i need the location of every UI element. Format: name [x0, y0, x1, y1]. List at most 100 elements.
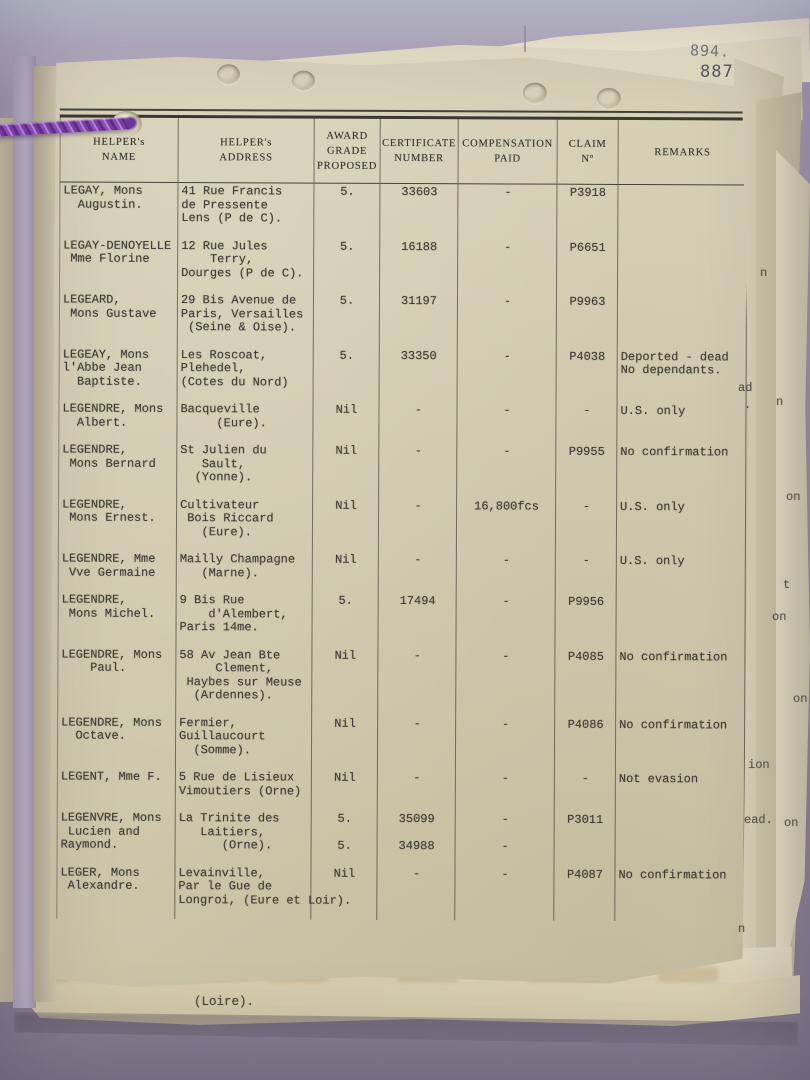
table-cell-name: LEGENDRE, Mons Michel.	[57, 592, 176, 647]
table-cell-claim: -	[556, 403, 617, 444]
table-cell-claim: P9956	[555, 594, 616, 649]
table-cell-address: Les Roscoat, Plehedel, (Cotes du Nord)	[178, 347, 314, 402]
table-cell-compensation: -	[457, 402, 556, 443]
table-cell-claim: -	[556, 498, 617, 553]
edge-text-fragment: on	[772, 610, 787, 624]
table-cell-address: Fermier, Guillaucourt (Somme).	[176, 715, 312, 770]
table-cell-award: Nil	[312, 647, 378, 715]
table-cell-remarks: No confirmation	[616, 648, 745, 717]
edge-text-fragment: n	[760, 266, 768, 280]
table-cell-remarks	[616, 594, 745, 649]
header-cell-certificate: CERTIFICATE NUMBER	[380, 119, 458, 184]
table-cell-compensation: -	[455, 866, 554, 921]
under-page-left-2	[34, 66, 56, 1002]
table-cell-award: Nil	[312, 770, 378, 811]
header-cell-claim: CLAIM Nº	[557, 120, 618, 185]
helpers-table: HELPER's NAME HELPER's ADDRESS AWARD GRADE…	[56, 109, 748, 922]
table-cell-claim: P9955	[556, 444, 617, 499]
table-cell-award: Nil	[312, 715, 378, 770]
table-cell-claim: P3011	[555, 812, 616, 867]
table-cell-address: Levainville, Par le Gue de Longroi, (Eur…	[175, 865, 311, 920]
table-cell-certificate: -	[378, 770, 456, 811]
table-cell-claim: -	[555, 771, 616, 812]
under-page-left-1	[0, 118, 14, 1002]
main-page: HELPER's NAME HELPER's ADDRESS AWARD GRADE…	[48, 54, 752, 991]
table-cell-certificate: 33350	[380, 347, 458, 402]
edge-text-fragment: ion	[748, 758, 770, 772]
table-cell-award: 5.	[314, 347, 380, 402]
table-cell-address: Bacqueville (Eure).	[177, 401, 313, 443]
table-cell-name: LEGENDRE, Mons Paul.	[57, 646, 176, 715]
table-cell-award: 5.	[314, 293, 380, 348]
table-cell-award: Nil	[313, 497, 379, 552]
table-cell-remarks: No confirmation	[617, 444, 746, 499]
table-cell-address: La Trinite des Laitiers, (Orne).	[176, 810, 312, 865]
table-cell-remarks	[618, 239, 747, 294]
edge-text-fragment: t	[783, 578, 791, 592]
table-cell-compensation: -	[458, 348, 557, 403]
table-cell-certificate: 33603	[380, 184, 458, 239]
table-cell-name: LEGER, Mons Alexandre.	[56, 864, 175, 919]
table-cell-certificate: -	[377, 865, 455, 920]
table-cell-remarks: Deported - dead No dependants.	[618, 348, 747, 403]
table-cell-name: LEGENDRE, Mons Octave.	[57, 714, 176, 769]
table-cell-award: 5.	[314, 184, 380, 239]
table-cell-award: 5. 5.	[312, 811, 378, 866]
table-cell-remarks: No confirmation	[615, 866, 744, 921]
table-cell-certificate: -	[378, 715, 456, 770]
table-cell-address: St Julien du Sault, (Yonne).	[177, 442, 313, 497]
table-cell-name: LEGEARD, Mons Gustave	[59, 292, 178, 347]
edge-text-fragment: on	[786, 490, 801, 504]
table-cell-name: LEGENT, Mme F.	[57, 769, 176, 811]
edge-text-fragment: .	[744, 398, 752, 412]
table-cell-claim: P4087	[554, 866, 615, 921]
under-page-right-3	[776, 150, 810, 1010]
table-cell-compensation: -	[457, 443, 556, 498]
table-cell-award: Nil	[313, 552, 379, 593]
table-cell-remarks: U.S. only	[617, 498, 746, 553]
table-cell-compensation: -	[457, 552, 556, 593]
table-cell-claim: P3918	[557, 185, 618, 240]
page-number-current: 887	[700, 62, 734, 82]
punch-hole	[523, 83, 547, 104]
punch-hole	[597, 88, 621, 109]
table-cell-claim: P4085	[555, 648, 616, 716]
edge-text-fragment: on	[784, 816, 799, 830]
table-cell-award: 5.	[314, 238, 380, 293]
table-cell-remarks	[616, 812, 745, 867]
table-cell-claim: P4086	[555, 716, 616, 771]
table-cell-remarks	[618, 294, 747, 349]
table-cell-compensation: -	[456, 593, 555, 648]
table-cell-certificate: -	[379, 443, 457, 498]
table-cell-address: 5 Rue de Lisieux Vimoutiers (Orne)	[176, 769, 312, 811]
table-cell-certificate: -	[379, 552, 457, 593]
table-cell-name: LEGENDRE, Mons Albert.	[58, 401, 177, 443]
table-cell-address: 29 Bis Avenue de Paris, Versailles (Sein…	[178, 292, 314, 347]
table-surface-strip	[13, 56, 36, 1008]
table-cell-address: Cultivateur Bois Riccard (Eure).	[177, 497, 313, 552]
edge-text-fragment: n	[738, 922, 746, 936]
table-cell-certificate: -	[379, 497, 457, 552]
table-cell-claim: P4038	[557, 348, 618, 403]
table-cell-certificate: 17494	[378, 593, 456, 648]
table-cell-certificate: 31197	[380, 293, 458, 348]
table-cell-address: 58 Av Jean Bte Clement, Haybes sur Meuse…	[176, 647, 312, 716]
table-cell-certificate: 35099 34988	[378, 811, 456, 866]
table-cell-remarks: No confirmation	[616, 716, 745, 771]
table-cell-compensation: -	[458, 184, 557, 239]
table-cell-remarks: U.S. only	[617, 403, 746, 445]
punch-hole	[217, 64, 240, 84]
table-cell-name: LEGEAY, Mons l'Abbe Jean Baptiste.	[59, 346, 178, 401]
table-cell-award: Nil	[313, 402, 379, 443]
table-cell-name: LEGENDRE, Mme Vve Germaine	[58, 551, 177, 593]
table-cell-name: LEGAY-DENOYELLE Mme Florine	[59, 237, 178, 292]
table-cell-compensation: -	[456, 716, 555, 771]
table-cell-compensation: -	[458, 293, 557, 348]
table-cell-claim: -	[556, 553, 617, 594]
table-cell-compensation: 16,800fcs	[457, 498, 556, 553]
table-cell-remarks: U.S. only	[617, 553, 746, 595]
table-cell-certificate: -	[378, 647, 456, 715]
table-cell-address: 12 Rue Jules Terry, Dourges (P de C).	[178, 238, 314, 293]
edge-text-fragment: ad	[738, 381, 753, 395]
table-cell-certificate: -	[379, 402, 457, 443]
